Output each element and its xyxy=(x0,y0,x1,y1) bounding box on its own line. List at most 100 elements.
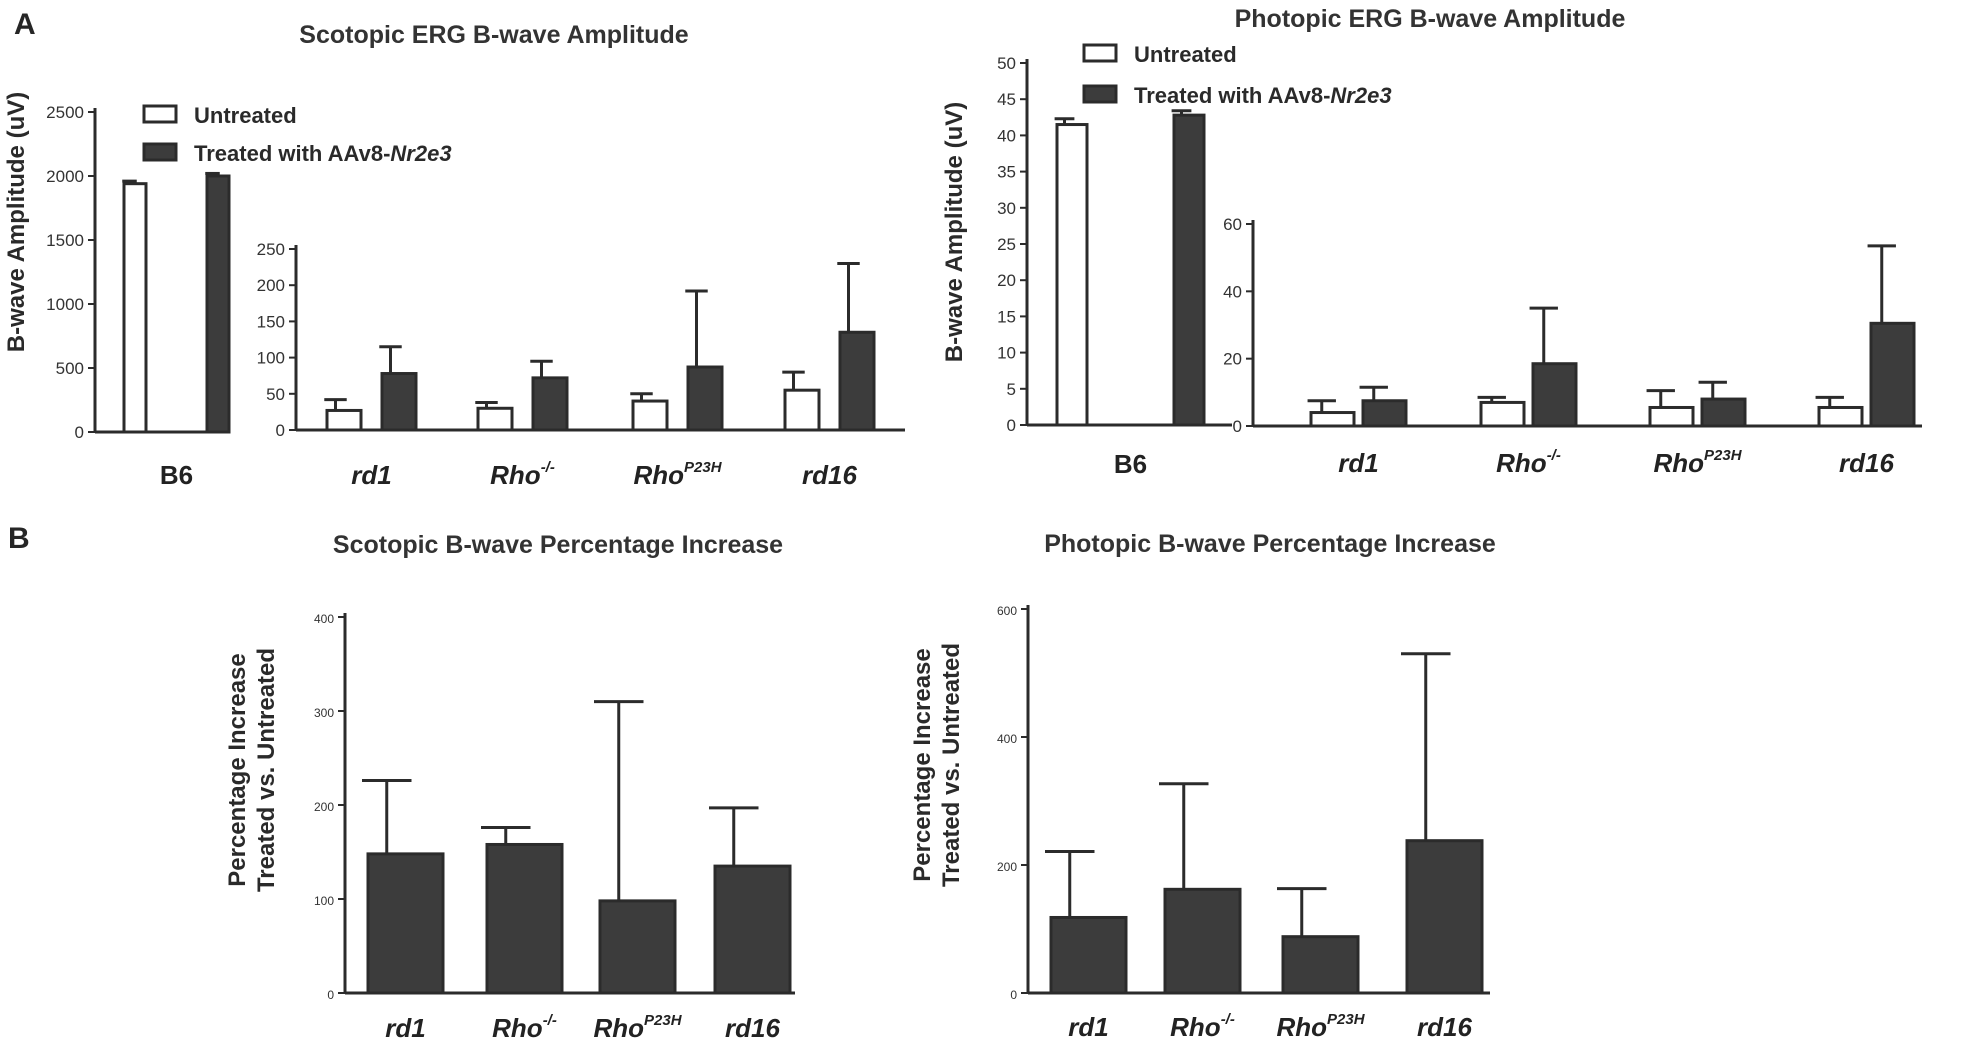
photopic-amplitude-inset2-treated-bar xyxy=(1869,321,1916,428)
scotopic-increase-title: Scotopic B-wave Percentage Increase xyxy=(333,531,783,559)
photopic-increase-bar xyxy=(1049,915,1128,995)
scotopic-increase-ylabel-line1: Percentage Increase xyxy=(224,653,251,886)
legend-swatch-untreated xyxy=(142,104,178,124)
photopic-amplitude-inset1-y-tick-label: 5 xyxy=(1007,380,1016,399)
photopic-amplitude-inset1-y-tick-label: 30 xyxy=(997,199,1016,218)
photopic-increase-y-tick-label: 200 xyxy=(997,860,1017,874)
photopic-increase-bar xyxy=(1405,839,1484,995)
photopic-increase-ylabel-line2: Treated vs. Untreated xyxy=(938,643,965,887)
photopic-amplitude-inset1-y-tick-label: 20 xyxy=(997,271,1016,290)
scotopic-increase-bar xyxy=(366,852,445,995)
scotopic-increase-y-tick-label: 200 xyxy=(314,800,334,814)
photopic-amplitude-inset1-y-tick-label: 50 xyxy=(997,54,1016,73)
scotopic-amplitude-inset2-untreated-bar xyxy=(783,388,821,432)
scotopic-increase-bar xyxy=(485,842,564,995)
scotopic-amplitude-inset2-y-tick-label: 100 xyxy=(257,349,285,368)
scotopic-increase-ylabel-line2: Treated vs. Untreated xyxy=(253,648,280,892)
scotopic-amplitude-inset1-y-tick-label: 1000 xyxy=(46,295,84,314)
photopic-amplitude-inset2-untreated-bar xyxy=(1648,405,1695,428)
photopic-increase-y-tick-label: 0 xyxy=(1010,988,1017,1002)
scotopic-amplitude-inset1-treated-bar xyxy=(205,174,231,434)
scotopic-amplitude-inset1-y-tick-label: 500 xyxy=(56,359,84,378)
legend-label-treated: Treated with AAv8-Nr2e3 xyxy=(1134,83,1392,108)
panel-label-a: A xyxy=(14,8,36,41)
scotopic-increase-y-tick-label: 0 xyxy=(327,988,334,1002)
scotopic-amplitude-inset2-y-tick-label: 200 xyxy=(257,276,285,295)
scotopic-amplitude-inset2-category-label: rd16 xyxy=(802,460,857,490)
scotopic-amplitude-inset2-y-tick-label: 250 xyxy=(257,240,285,259)
scotopic-increase-y-tick-label: 300 xyxy=(314,706,334,720)
photopic-amplitude-inset2-y-tick-label: 40 xyxy=(1223,282,1242,301)
photopic-amplitude-inset2-y-tick-label: 0 xyxy=(1233,417,1242,436)
photopic-amplitude-inset2-category-label: Rho-/- xyxy=(1496,447,1561,478)
scotopic-increase-category-label: RhoP23H xyxy=(593,1012,682,1043)
scotopic-amplitude-inset2-y-tick-label: 50 xyxy=(266,385,285,404)
photopic-increase-y-tick-label: 600 xyxy=(997,604,1017,618)
photopic-amplitude-inset1-y-tick-label: 45 xyxy=(997,90,1016,109)
scotopic-amplitude-inset2-category-label: rd1 xyxy=(351,460,391,490)
scotopic-amplitude-inset2-untreated-bar xyxy=(476,406,514,432)
scotopic-increase-category-label: rd16 xyxy=(725,1013,780,1043)
photopic-amplitude-inset2-y-tick-label: 20 xyxy=(1223,350,1242,369)
photopic-amplitude-title: Photopic ERG B-wave Amplitude xyxy=(1235,5,1626,33)
photopic-increase-bar xyxy=(1281,935,1360,995)
scotopic-amplitude-inset2-treated-bar xyxy=(380,372,418,432)
photopic-increase-y-tick-label: 400 xyxy=(997,732,1017,746)
photopic-increase-category-label: RhoP23H xyxy=(1276,1011,1365,1042)
photopic-increase-bar xyxy=(1163,887,1242,995)
photopic-amplitude-inset1-untreated-bar xyxy=(1055,123,1089,427)
scotopic-amplitude-inset1-category-label: B6 xyxy=(160,460,193,490)
photopic-amplitude-inset1-y-tick-label: 40 xyxy=(997,126,1016,145)
photopic-increase-category-label: Rho-/- xyxy=(1170,1011,1235,1042)
photopic-amplitude-inset2-untreated-bar xyxy=(1817,405,1864,428)
photopic-amplitude-inset1-y-tick-label: 15 xyxy=(997,307,1016,326)
legend-label-untreated: Untreated xyxy=(194,103,297,128)
scotopic-amplitude-inset1-untreated-bar xyxy=(122,182,148,434)
photopic-increase-ylabel-line1: Percentage Increase xyxy=(909,648,936,881)
scotopic-amplitude-inset2-y-tick-label: 0 xyxy=(276,421,285,440)
scotopic-increase-bar xyxy=(598,899,677,995)
photopic-amplitude-inset1-category-label: B6 xyxy=(1114,449,1147,479)
legend-label-untreated: Untreated xyxy=(1134,42,1237,67)
photopic-amplitude-ylabel: B-wave Amplitude (uV) xyxy=(941,102,968,362)
legend-label-treated: Treated with AAv8-Nr2e3 xyxy=(194,141,452,166)
scotopic-increase-category-label: Rho-/- xyxy=(492,1012,557,1043)
photopic-amplitude-inset2-treated-bar xyxy=(1361,399,1408,428)
photopic-amplitude-inset1-y-tick-label: 0 xyxy=(1007,416,1016,435)
scotopic-amplitude-inset2-category-label: Rho-/- xyxy=(490,459,555,490)
photopic-amplitude-inset2-y-tick-label: 60 xyxy=(1223,215,1242,234)
photopic-amplitude-inset2-treated-bar xyxy=(1700,397,1747,428)
scotopic-amplitude-inset2-treated-bar xyxy=(838,330,876,432)
legend-swatch-treated xyxy=(142,142,178,162)
scotopic-amplitude-inset1-y-tick-label: 0 xyxy=(75,423,84,442)
legend-swatch-untreated xyxy=(1082,43,1118,63)
photopic-amplitude-inset1-treated-bar xyxy=(1172,113,1206,427)
scotopic-increase-category-label: rd1 xyxy=(385,1013,425,1043)
legend-swatch-treated xyxy=(1082,84,1118,104)
photopic-legend: Untreated Treated with AAv8-Nr2e3 xyxy=(1082,42,1392,108)
scotopic-amplitude-title: Scotopic ERG B-wave Amplitude xyxy=(299,21,689,49)
scotopic-amplitude-inset2-treated-bar xyxy=(686,365,724,432)
scotopic-increase-y-tick-label: 400 xyxy=(314,612,334,626)
scotopic-amplitude-inset1-y-tick-label: 2500 xyxy=(46,103,84,122)
scotopic-amplitude-inset2-untreated-bar xyxy=(631,399,669,432)
scotopic-increase-y-tick-label: 100 xyxy=(314,894,334,908)
scotopic-amplitude-inset2-category-label: RhoP23H xyxy=(633,459,722,490)
photopic-amplitude-inset2-treated-bar xyxy=(1531,362,1578,428)
scotopic-amplitude-inset1-y-tick-label: 1500 xyxy=(46,231,84,250)
photopic-amplitude-inset1-y-tick-label: 35 xyxy=(997,163,1016,182)
scotopic-increase-bar xyxy=(713,864,792,995)
scotopic-amplitude-inset2-treated-bar xyxy=(531,376,569,432)
photopic-amplitude-inset2-category-label: rd16 xyxy=(1839,448,1894,478)
photopic-amplitude-inset1-y-tick-label: 10 xyxy=(997,344,1016,363)
scotopic-amplitude-inset2-y-tick-label: 150 xyxy=(257,312,285,331)
photopic-amplitude-inset2-category-label: rd1 xyxy=(1338,448,1378,478)
photopic-amplitude-inset2-untreated-bar xyxy=(1309,411,1356,428)
photopic-amplitude-inset2-untreated-bar xyxy=(1479,400,1526,428)
photopic-increase-category-label: rd16 xyxy=(1417,1012,1472,1042)
panel-label-b: B xyxy=(8,522,30,555)
photopic-increase-title: Photopic B-wave Percentage Increase xyxy=(1044,530,1496,558)
scotopic-legend: Untreated Treated with AAv8-Nr2e3 xyxy=(142,103,452,166)
scotopic-amplitude-ylabel: B-wave Amplitude (uV) xyxy=(3,92,30,352)
photopic-increase-category-label: rd1 xyxy=(1068,1012,1108,1042)
